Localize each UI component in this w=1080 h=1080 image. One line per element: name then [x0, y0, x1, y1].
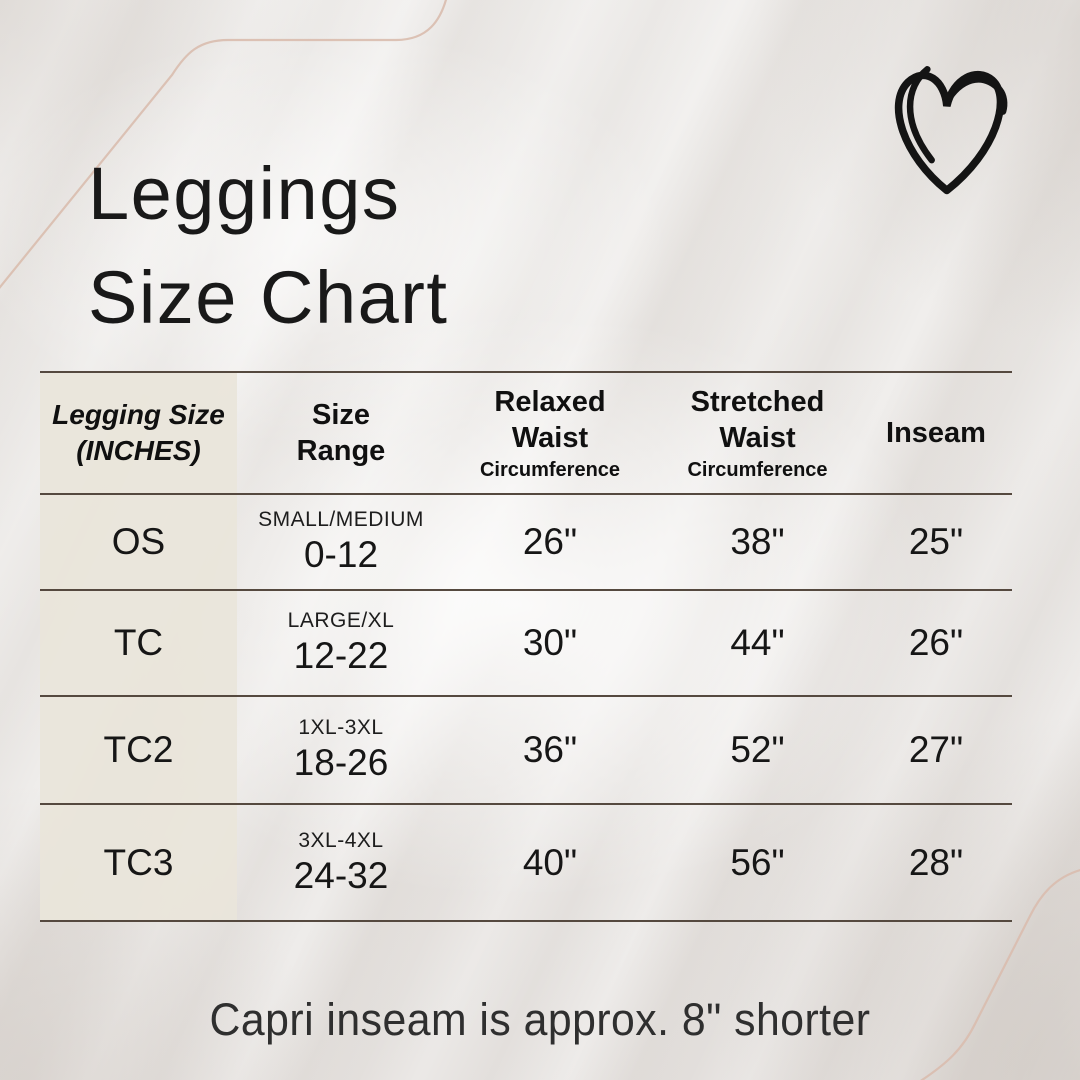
- footer-note: Capri inseam is approx. 8" shorter: [209, 994, 871, 1045]
- table-row: TC LARGE/XL 12-22 30" 44" 26": [40, 591, 1012, 697]
- header-stretched-waist: Stretched Waist Circumference: [687, 386, 828, 481]
- cell-inseam: 25": [908, 521, 964, 562]
- cell-size: TC3: [103, 841, 174, 883]
- size-chart-table: Legging Size (INCHES) Size Range Relaxed…: [40, 371, 1012, 922]
- header-inseam: Inseam: [886, 417, 986, 449]
- cell-inseam: 28": [908, 841, 964, 883]
- header-size-range: Size Range: [296, 399, 386, 467]
- cell-size-range: 1XL-3XL 18-26: [237, 697, 445, 803]
- range-label: 3XL-4XL: [298, 828, 384, 852]
- cell-relaxed-waist: 36": [522, 729, 578, 770]
- cell-size-range: LARGE/XL 12-22: [237, 591, 445, 695]
- range-value: 0-12: [303, 534, 379, 575]
- title-line-2: Size Chart: [88, 256, 449, 339]
- cell-inseam: 27": [908, 729, 964, 770]
- cell-stretched-waist: 52": [730, 729, 785, 770]
- table-row: TC3 3XL-4XL 24-32 40" 56" 28": [40, 805, 1012, 922]
- range-value: 18-26: [293, 742, 389, 783]
- corner-line-top-left: [0, 0, 447, 289]
- table-row: TC2 1XL-3XL 18-26 36" 52" 27": [40, 697, 1012, 805]
- cell-size: TC2: [103, 729, 174, 770]
- page-title: Leggings Size Chart: [88, 142, 448, 350]
- first-column-stripe: [40, 373, 237, 920]
- table-header-row: Legging Size (INCHES) Size Range Relaxed…: [40, 373, 1012, 495]
- cell-size-range: 3XL-4XL 24-32: [237, 805, 445, 920]
- table-row: OS SMALL/MEDIUM 0-12 26" 38" 25": [40, 495, 1012, 591]
- cell-relaxed-waist: 30": [522, 622, 578, 663]
- range-value: 12-22: [293, 635, 389, 676]
- range-value: 24-32: [293, 854, 389, 896]
- header-legging-size: Legging Size (INCHES): [52, 399, 225, 466]
- corner-line-bottom-right: [920, 869, 1080, 1080]
- cell-stretched-waist: 38": [730, 521, 785, 562]
- cell-relaxed-waist: 26": [522, 521, 578, 562]
- cell-stretched-waist: 56": [730, 841, 785, 883]
- heart-icon: [894, 66, 1008, 195]
- cell-stretched-waist: 44": [730, 622, 785, 663]
- cell-size: OS: [111, 521, 166, 562]
- range-label: SMALL/MEDIUM: [258, 508, 424, 531]
- header-relaxed-waist: Relaxed Waist Circumference: [479, 386, 621, 481]
- cell-relaxed-waist: 40": [522, 841, 578, 883]
- cell-size-range: SMALL/MEDIUM 0-12: [237, 495, 445, 589]
- range-label: LARGE/XL: [287, 609, 395, 632]
- range-label: 1XL-3XL: [298, 716, 384, 739]
- title-line-1: Leggings: [88, 152, 401, 235]
- cell-inseam: 26": [908, 622, 964, 663]
- cell-size: TC: [113, 622, 164, 663]
